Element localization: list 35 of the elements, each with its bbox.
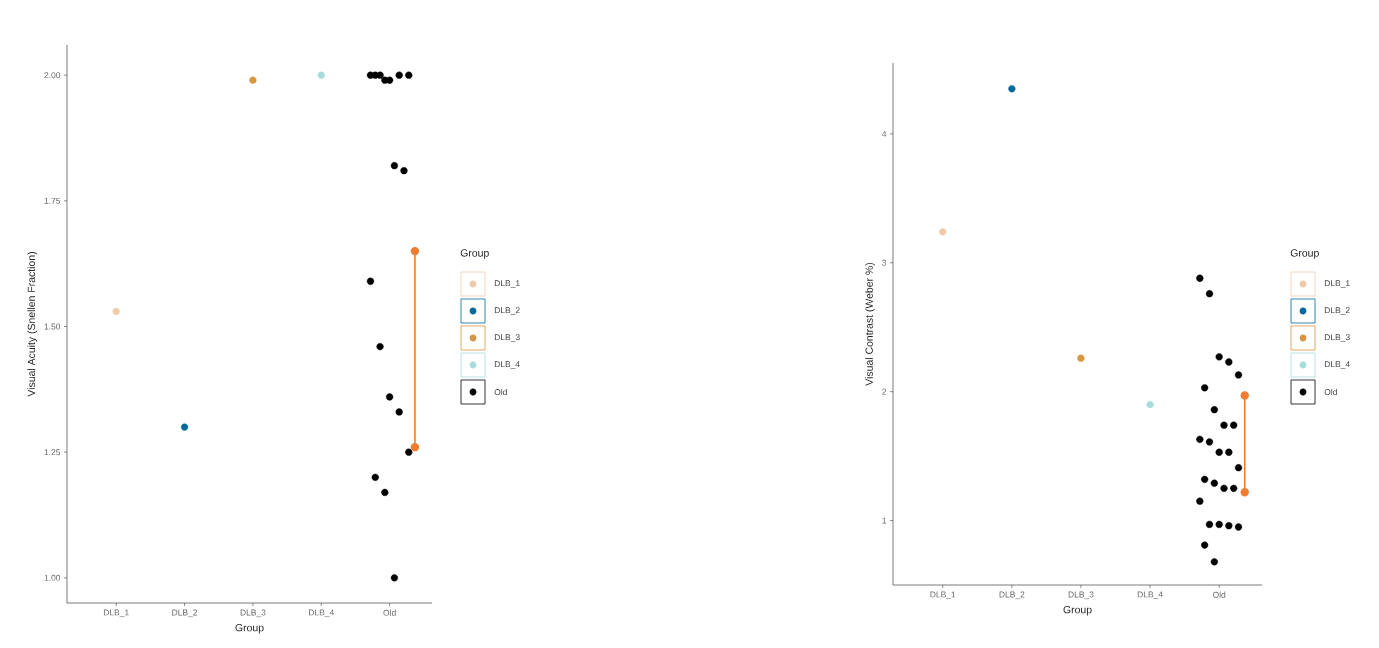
y-axis-title: Visual Acuity (Snellen Fraction) bbox=[27, 252, 38, 397]
x-tick-label: DLB_1 bbox=[930, 591, 956, 600]
legend-label: Old bbox=[1324, 388, 1337, 396]
x-tick-label: DLB_4 bbox=[309, 609, 334, 618]
y-axis-title: Visual Contrast (Weber %) bbox=[865, 262, 875, 386]
legend-label: DLB_2 bbox=[494, 307, 520, 315]
legend-label: DLB_2 bbox=[1324, 307, 1350, 315]
legend-label: Old bbox=[494, 388, 507, 396]
y-tick-label: 1.25 bbox=[44, 449, 61, 456]
x-axis-title: Group bbox=[235, 623, 264, 634]
x-tick-label: DLB_2 bbox=[172, 609, 198, 618]
x-tick-label: Old bbox=[383, 609, 396, 616]
y-tick-label: 1.50 bbox=[44, 323, 61, 330]
legend-title: Group bbox=[460, 249, 489, 259]
x-tick-label: DLB_3 bbox=[240, 609, 266, 618]
x-tick-label: Old bbox=[1212, 591, 1226, 598]
x-axis-title: Group bbox=[1063, 605, 1092, 616]
legend-label: DLB_1 bbox=[1324, 280, 1350, 288]
x-tick-label: DLB_4 bbox=[1137, 591, 1163, 600]
y-tick-label: 1 bbox=[882, 517, 887, 524]
y-tick-label: 2.00 bbox=[44, 72, 61, 79]
y-tick-label: 3 bbox=[882, 259, 887, 266]
y-tick-label: 1.00 bbox=[44, 574, 61, 581]
x-tick-label: DLB_3 bbox=[1068, 591, 1094, 600]
legend-title: Group bbox=[1290, 249, 1319, 259]
legend-label: DLB_3 bbox=[494, 334, 520, 342]
x-tick-label: DLB_1 bbox=[103, 609, 129, 618]
legend-label: DLB_1 bbox=[494, 280, 520, 288]
legend-label: DLB_3 bbox=[1324, 334, 1350, 342]
x-tick-label: DLB_2 bbox=[999, 591, 1025, 600]
legend-label: DLB_4 bbox=[1324, 361, 1350, 369]
y-tick-label: 2 bbox=[882, 388, 887, 395]
legend-label: DLB_4 bbox=[494, 361, 520, 369]
y-tick-label: 4 bbox=[881, 130, 887, 137]
y-tick-label: 1.75 bbox=[44, 197, 61, 204]
